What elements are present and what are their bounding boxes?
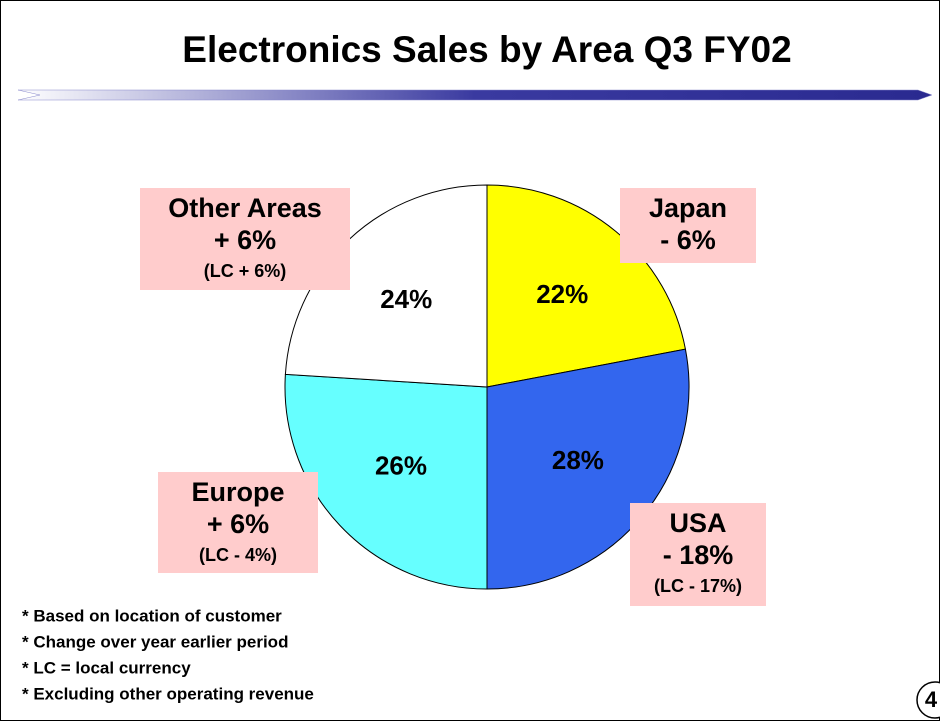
pie-slice [486,184,687,388]
callout-box [620,188,756,263]
slice-label: 24% [380,284,432,314]
title-rule [17,89,933,101]
callout-lc: (LC + 6%) [204,261,287,281]
chart-title: Electronics Sales by Area Q3 FY02 [182,29,791,70]
callout-lc: (LC - 4%) [199,545,277,565]
callout-box [140,188,350,290]
page-number-circle [916,681,940,719]
callout-change: - 6% [660,225,716,255]
footnote: * LC = local currency [22,658,191,677]
callout-change: + 6% [214,225,276,255]
slice-label: 22% [536,279,588,309]
pie-slice [284,373,488,590]
footnote: * Based on location of customer [22,606,282,625]
callout-change: - 18% [663,540,734,570]
callout-lc: (LC - 17%) [654,576,742,596]
callout-area: Other Areas [168,193,322,223]
footnote: * Excluding other operating revenue [22,684,314,703]
callout-change: + 6% [207,509,269,539]
slice-label: 28% [552,445,604,475]
footnote: * Change over year earlier period [22,632,288,651]
pie: 22% 28% 26% 24% [284,184,690,590]
slice-label: 26% [375,451,427,481]
annotations: Japan- 6%USA- 18%(LC - 17%)Europe+ 6%(LC… [22,188,940,719]
page-number: 4 [925,687,938,712]
callout-area: Europe [191,477,284,507]
callout-box [630,503,766,606]
callout-area: Japan [649,193,727,223]
callout-area: USA [669,508,726,538]
callout-box [158,472,318,573]
